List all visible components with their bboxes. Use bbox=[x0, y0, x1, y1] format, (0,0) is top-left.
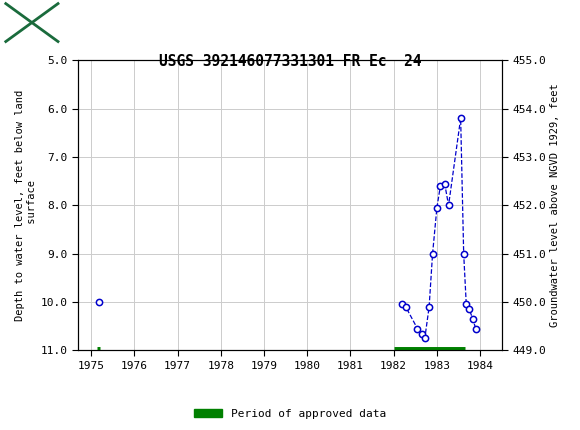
Y-axis label: Depth to water level, feet below land
 surface: Depth to water level, feet below land su… bbox=[15, 90, 37, 321]
Legend: Period of approved data: Period of approved data bbox=[190, 404, 390, 423]
Text: USGS: USGS bbox=[75, 14, 130, 31]
Y-axis label: Groundwater level above NGVD 1929, feet: Groundwater level above NGVD 1929, feet bbox=[550, 83, 560, 327]
Bar bbox=[6, 3, 58, 42]
Text: USGS 392146077331301 FR Ec  24: USGS 392146077331301 FR Ec 24 bbox=[159, 54, 421, 69]
